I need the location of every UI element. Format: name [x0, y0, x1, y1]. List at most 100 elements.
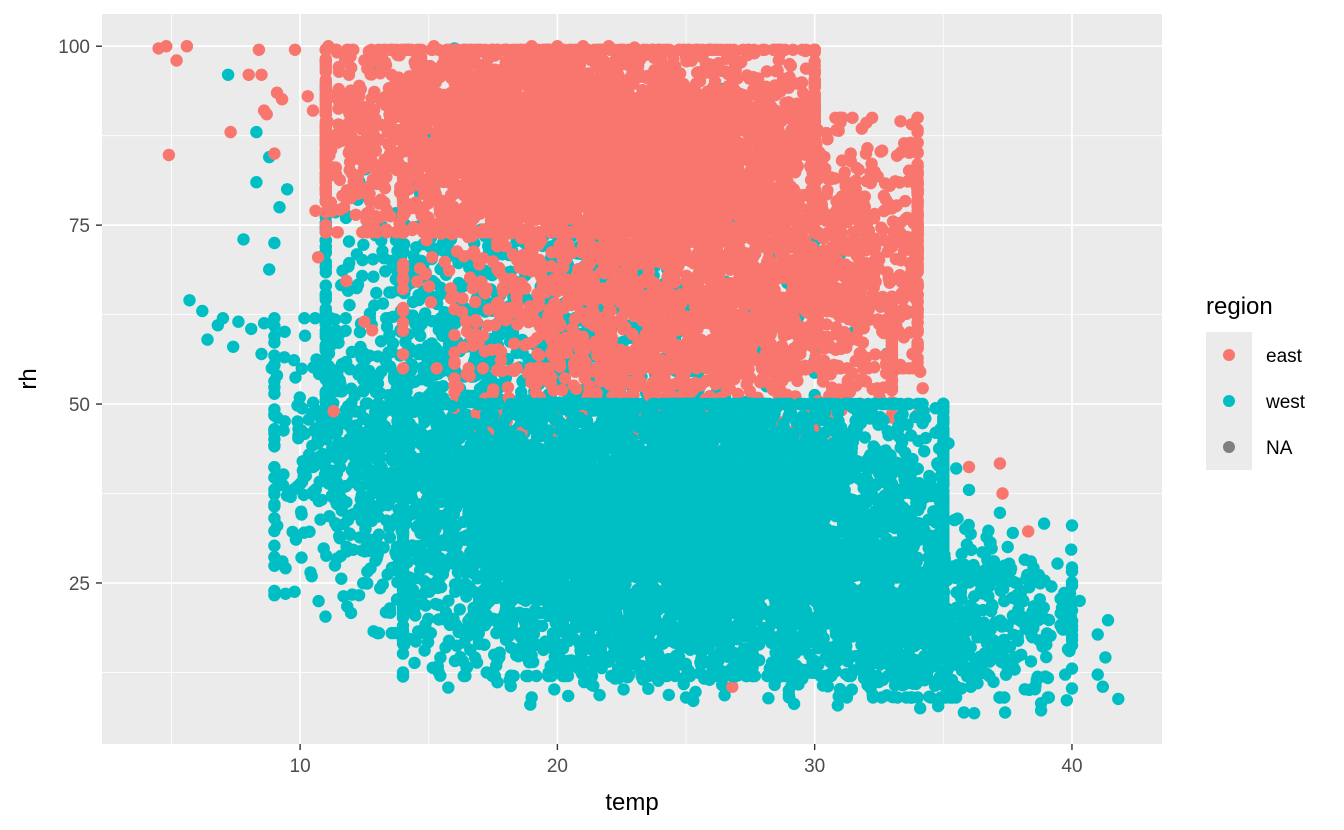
point-west-back-1999 — [1003, 557, 1016, 570]
point-west-back-2090 — [960, 538, 974, 551]
point-west-back-3050 — [662, 688, 675, 702]
point-west-back-1968 — [1037, 611, 1051, 625]
point-west-back-2738 — [327, 464, 341, 477]
point-west-back-2845 — [385, 449, 398, 462]
point-west-back-2545 — [364, 562, 377, 575]
point-west-back-3188 — [968, 707, 981, 720]
point-west-back-3047 — [593, 688, 606, 702]
point-west-back-3180 — [679, 691, 693, 704]
point-west-back-2665 — [339, 312, 352, 325]
point-west-back-2849 — [375, 417, 388, 430]
point-west-back-3193 — [1112, 692, 1125, 706]
point-west-back-3184 — [831, 699, 844, 712]
point-west-back-1608 — [1054, 607, 1067, 620]
point-west-back-992 — [319, 302, 332, 315]
point-west-back-2622 — [335, 572, 348, 585]
point-west-back-3150 — [221, 68, 235, 82]
point-west-back-3206 — [962, 483, 976, 497]
point-west-back-2732 — [359, 468, 372, 482]
point-west-back-2840 — [372, 487, 385, 500]
point-west-back-2759 — [325, 423, 338, 437]
point-west-back-1849 — [948, 513, 961, 527]
point-west-back-3195 — [1091, 668, 1104, 681]
point-west-back-3191 — [1034, 697, 1048, 710]
point-west-back-2870 — [295, 508, 308, 521]
point-west-back-2851 — [372, 528, 386, 541]
point-west-back-2934 — [442, 681, 455, 694]
point-west-back-1962 — [986, 600, 999, 613]
point-west-back-3117 — [617, 683, 630, 696]
point-west-back-3155 — [273, 201, 286, 214]
point-west-back-2032 — [955, 618, 968, 631]
point-west-back-1881 — [1040, 650, 1053, 664]
point-west-back-957 — [493, 328, 506, 342]
point-west-back-3170 — [255, 347, 268, 361]
point-west-back-2896 — [336, 481, 349, 494]
point-west-back-1070 — [454, 281, 467, 295]
point-west-back-2997 — [548, 683, 561, 696]
point-west-back-2174 — [938, 680, 952, 693]
point-west-back-2166 — [983, 537, 997, 550]
point-west-back-1978 — [1001, 619, 1014, 633]
point-west-back-3156 — [237, 233, 250, 246]
point-west-back-1536 — [1051, 557, 1064, 570]
point-west-back-2861 — [286, 525, 299, 539]
point-west-back-3199 — [1073, 594, 1086, 608]
point-west-back-3173 — [268, 374, 281, 388]
point-west-back-3194 — [1096, 680, 1110, 693]
point-west-back-2554 — [279, 562, 292, 575]
point-west-back-2134 — [966, 570, 979, 583]
point-west-back-3183 — [787, 697, 801, 711]
point-west-back-3000 — [408, 656, 421, 670]
point-west-back-3175 — [309, 403, 322, 416]
point-west-back-2890 — [412, 347, 425, 361]
point-west-back-2654 — [380, 312, 393, 325]
point-west-back-2826 — [268, 584, 281, 598]
point-west-back-2736 — [312, 594, 325, 608]
point-west-back-3203 — [1024, 555, 1038, 568]
point-west-back-2878 — [349, 405, 362, 418]
point-west-back-2071 — [949, 691, 963, 704]
point-west-back-3163 — [232, 315, 245, 328]
point-west-back-2124 — [1012, 606, 1025, 619]
point-west-back-2048 — [988, 648, 1001, 661]
point-west-back-1027 — [356, 253, 369, 267]
point-west-back-3177 — [306, 460, 320, 474]
point-west-back-1860 — [976, 617, 989, 631]
point-west-back-1880 — [1065, 682, 1079, 695]
point-west-back-2538 — [431, 381, 444, 394]
point-west-back-3197 — [1091, 628, 1104, 641]
point-west-back-2764 — [339, 324, 352, 337]
point-west-back-926 — [376, 244, 389, 258]
point-west-back-2197 — [969, 657, 982, 670]
point-west-back-2864 — [357, 491, 370, 505]
point-west-back-2877 — [385, 389, 399, 402]
point-west-back-2692 — [268, 550, 281, 564]
point-west-back-2830 — [432, 323, 445, 337]
point-west-back-2178 — [947, 658, 960, 671]
point-west-back-2154 — [999, 668, 1013, 681]
point-west-back-2790 — [340, 545, 353, 558]
point-west-back-1646 — [1001, 540, 1014, 554]
point-west-back-1161 — [319, 288, 332, 302]
point-west-back-3200 — [1058, 586, 1071, 600]
point-west-back-2682 — [332, 336, 345, 349]
point-west-back-2891 — [315, 493, 328, 506]
point-west-back-2624 — [324, 312, 337, 325]
point-west-back-3158 — [263, 263, 276, 276]
point-west-back-2822 — [383, 531, 397, 544]
point-west-back-1330 — [955, 547, 968, 561]
point-west-back-2717 — [295, 551, 308, 564]
point-west-back-2188 — [998, 691, 1011, 704]
point-west-back-2819 — [268, 408, 281, 421]
point-west-back-1941 — [1018, 683, 1031, 696]
point-west-back-2785 — [408, 375, 422, 388]
point-west-back-3179 — [525, 691, 538, 704]
point-west-back-2746 — [307, 361, 320, 374]
point-west-back-2190 — [1017, 594, 1030, 608]
point-west-back-2774 — [297, 488, 310, 502]
point-west-back-1188 — [343, 256, 356, 270]
point-west-back-651 — [370, 286, 383, 300]
point-west-back-2421 — [317, 542, 330, 555]
